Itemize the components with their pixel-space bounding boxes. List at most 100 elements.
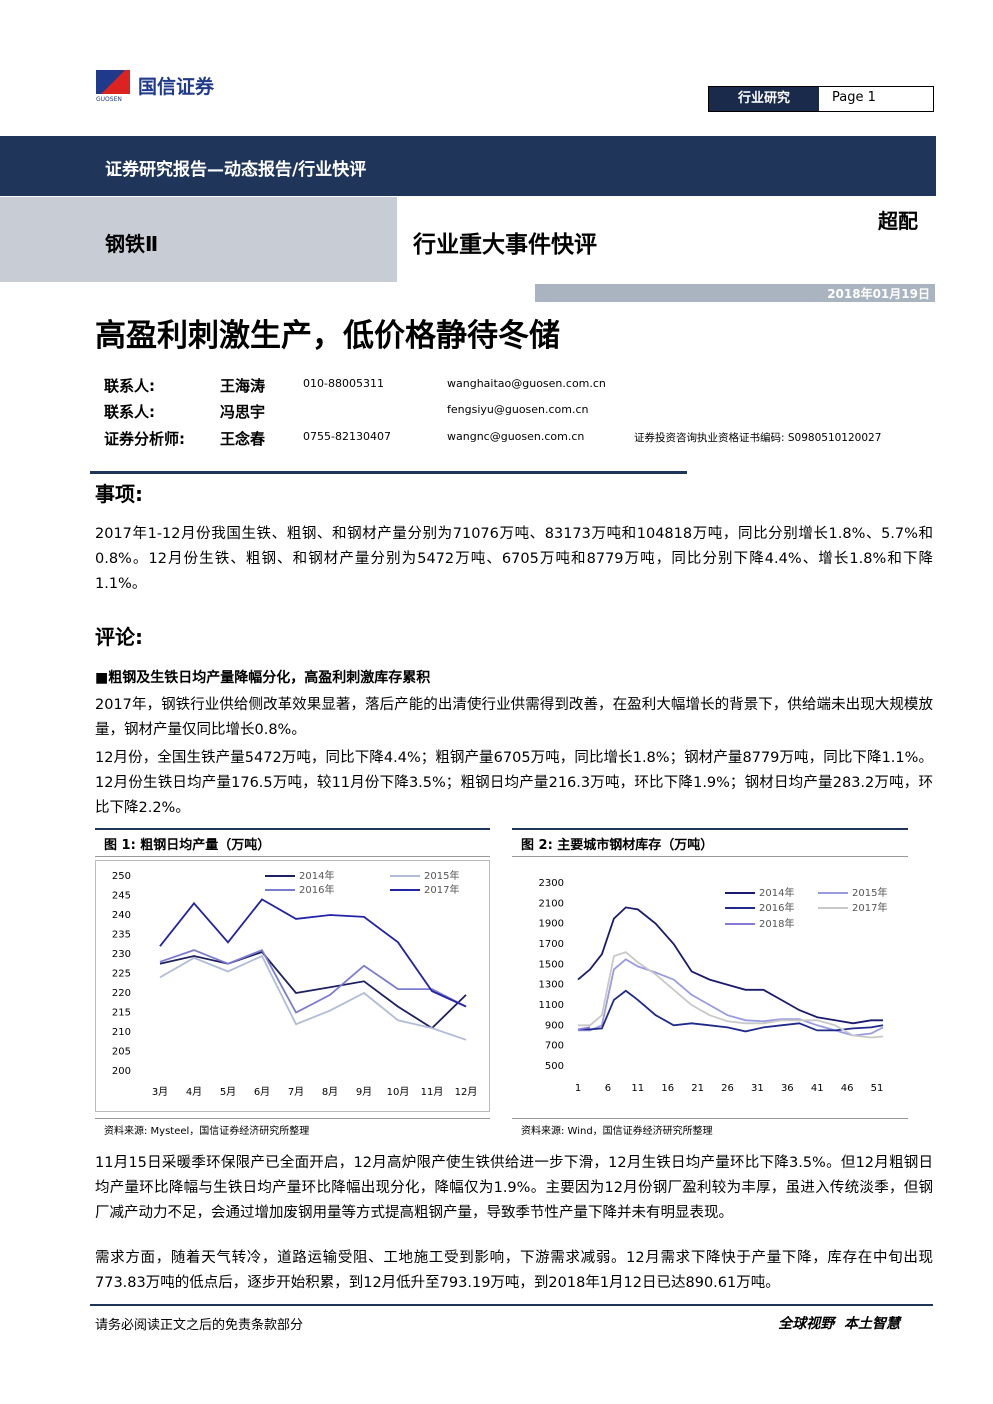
paragraph: 2017年，钢铁行业供给侧改革效果显著，落后产能的出清使行业供需得到改善，在盈利… (95, 697, 933, 738)
x-tick-label: 4月 (186, 1086, 202, 1098)
x-tick-label: 10月 (387, 1086, 410, 1098)
title: 高盈利刺激生产，低价格静待冬储 (95, 318, 560, 354)
contact-email: wangnc@guosen.com.cn (447, 430, 585, 443)
category: 行业研究 (709, 87, 819, 111)
footer-line (90, 1304, 933, 1306)
legend-label: 2015年 (852, 886, 887, 899)
x-tick-label: 11 (631, 1083, 644, 1094)
y-tick-label: 1300 (539, 980, 564, 991)
chart-source: 资料来源: Mysteel，国信证券经济研究所整理 (104, 1126, 310, 1137)
x-tick-label: 7月 (288, 1086, 304, 1098)
banner (0, 136, 936, 196)
chart-title: 图 2: 主要城市钢材库存（万吨） (521, 838, 714, 853)
y-tick-label: 2100 (539, 898, 564, 909)
date: 2018年01月19日 (827, 287, 930, 301)
report-type: 行业重大事件快评 (413, 232, 597, 258)
x-tick-label: 5月 (220, 1086, 236, 1098)
logo-mark (96, 70, 130, 94)
paragraph: 需求方面，随着天气转冷，道路运输受阻、工地施工受到影响，下游需求减弱。12月需求… (95, 1250, 933, 1291)
x-tick-label: 3月 (152, 1086, 168, 1098)
rating: 超配 (878, 209, 918, 233)
x-tick-label: 46 (841, 1083, 854, 1094)
contact-role: 证券分析师: (104, 430, 185, 448)
category-box (708, 86, 934, 112)
paragraph: 12月份，全国生铁产量5472万吨，同比下降4.4%；粗钢产量6705万吨，同比… (95, 750, 933, 816)
x-tick-label: 6月 (254, 1086, 270, 1098)
contact-license: 证券投资咨询执业资格证书编码: S0980510120027 (634, 432, 882, 444)
chart-title-bar (512, 828, 908, 857)
contact-name: 冯思宇 (220, 403, 266, 421)
x-tick-label: 26 (721, 1083, 734, 1094)
chart-title: 图 1: 粗钢日均产量（万吨） (104, 838, 271, 853)
chart-source: 资料来源: Wind，国信证券经济研究所整理 (521, 1126, 713, 1137)
footer-disclaimer: 请务必阅读正文之后的免责条款部分 (95, 1318, 304, 1333)
chart-frame (95, 860, 490, 1112)
y-tick-label: 2300 (539, 878, 564, 889)
x-tick-label: 1 (575, 1083, 581, 1094)
series-line (578, 958, 884, 1037)
y-tick-label: 250 (112, 871, 131, 882)
logo-en: GUOSEN (96, 96, 122, 103)
y-tick-label: 225 (112, 969, 131, 980)
series-line (159, 954, 467, 1041)
paragraph: 11月15日采暖季环保限产已全面开启，12月高炉限产使生铁供给进一步下滑，12月… (95, 1155, 933, 1221)
series-line (577, 906, 883, 1025)
divider (90, 471, 687, 474)
x-tick-label: 41 (811, 1083, 824, 1094)
y-tick-label: 1500 (539, 959, 564, 970)
legend-label: 2016年 (299, 883, 334, 896)
date-bar (535, 284, 935, 302)
series-line (577, 1026, 591, 1031)
x-tick-label: 6 (605, 1083, 611, 1094)
y-tick-label: 700 (545, 1041, 564, 1052)
series-line (578, 989, 884, 1033)
y-tick-label: 245 (112, 891, 131, 902)
x-tick-label: 9月 (356, 1086, 372, 1098)
contact-email: wanghaitao@guosen.com.cn (447, 377, 606, 390)
x-tick-label: 12月 (455, 1086, 478, 1098)
footer-slogan: 全球视野 本土智慧 (778, 1316, 900, 1332)
x-tick-label: 36 (781, 1083, 794, 1094)
x-tick-label: 21 (691, 1083, 704, 1094)
section-heading: 事项: (95, 482, 143, 506)
y-tick-label: 1100 (539, 1000, 564, 1011)
x-tick-label: 51 (871, 1083, 884, 1094)
paragraph: 2017年1-12月份我国生铁、粗钢、和钢材产量分别为71076万吨、83173… (95, 526, 933, 592)
sector: 钢铁Ⅱ (105, 232, 159, 256)
contact-email: fengsiyu@guosen.com.cn (447, 403, 589, 416)
chart-title-bar (95, 828, 490, 857)
y-tick-label: 215 (112, 1008, 131, 1019)
contact-phone: 0755-82130407 (303, 430, 391, 443)
chart: 200 205 210 215 220 225 230 235 240 245 250 3月 4月 5月 6… (95, 860, 490, 1112)
subheading: ■粗钢及生铁日均产量降幅分化，高盈利刺激库存累积 (95, 670, 431, 686)
contact-phone: 010-88005311 (303, 377, 384, 390)
section-heading: 评论: (95, 625, 143, 649)
x-tick-label: 16 (661, 1083, 674, 1094)
legend-label: 2016年 (759, 901, 794, 914)
contact-role: 联系人: (104, 403, 155, 421)
x-tick-label: 11月 (421, 1086, 444, 1098)
y-tick-label: 220 (112, 988, 131, 999)
source-line (512, 1118, 908, 1119)
sector-band (0, 197, 397, 282)
y-tick-label: 500 (545, 1061, 564, 1072)
legend-label: 2018年 (759, 917, 794, 930)
legend-label: 2017年 (424, 883, 459, 896)
y-tick-label: 200 (112, 1066, 131, 1077)
x-tick-label: 8月 (322, 1086, 338, 1098)
contact-role: 联系人: (104, 377, 155, 395)
y-tick-label: 230 (112, 949, 131, 960)
series-line (159, 950, 467, 1030)
legend-label: 2014年 (759, 886, 794, 899)
series-line (578, 951, 884, 1039)
logo: 国信证券 (138, 76, 215, 98)
legend-label: 2015年 (424, 869, 459, 882)
y-tick-label: 205 (112, 1047, 131, 1058)
y-tick-label: 1900 (539, 919, 564, 930)
series-line (159, 948, 467, 1014)
page-number: Page 1 (832, 90, 876, 105)
y-tick-label: 240 (112, 910, 131, 921)
y-tick-label: 900 (545, 1020, 564, 1031)
